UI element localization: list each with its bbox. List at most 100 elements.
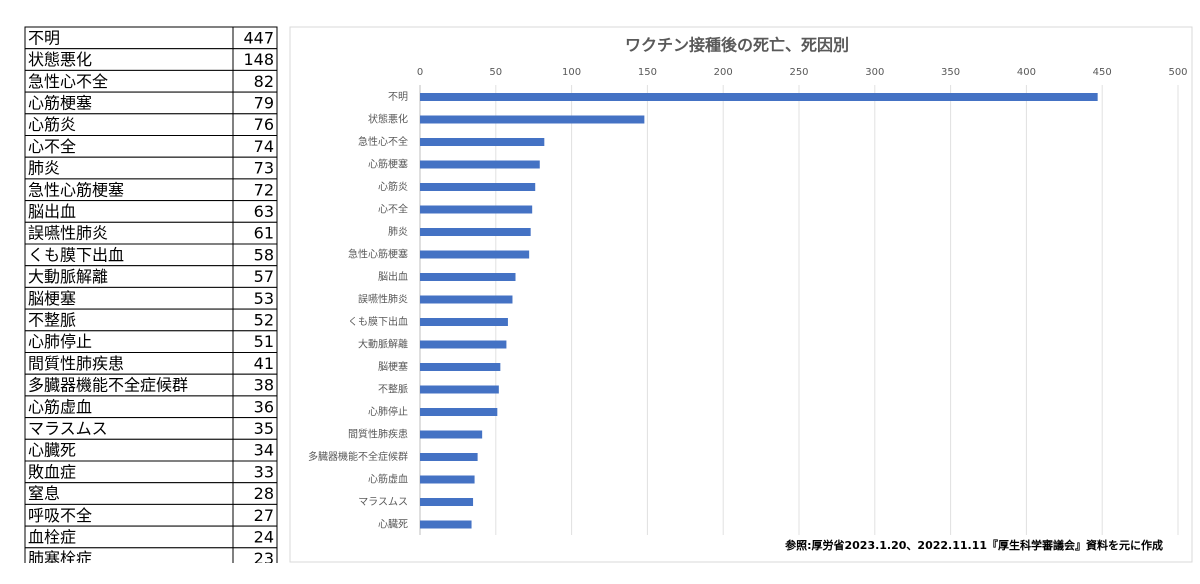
row-value: 33 — [254, 462, 274, 481]
row-name: 肺塞栓症 — [28, 549, 92, 568]
bar — [420, 295, 513, 304]
row-value: 23 — [254, 549, 274, 568]
bar — [420, 430, 483, 439]
table-row — [24, 482, 278, 505]
row-name: 心筋虚血 — [28, 397, 92, 416]
bar — [420, 205, 533, 214]
bar — [420, 93, 1098, 101]
x-tick-label: 0 — [417, 67, 423, 78]
y-tick-label: 誤嚥性肺炎 — [358, 293, 408, 306]
row-value: 57 — [254, 267, 274, 286]
x-tick-label: 300 — [865, 67, 884, 78]
y-tick-label: 心臓死 — [378, 519, 408, 531]
row-name: 不整脈 — [28, 310, 76, 329]
x-tick-label: 500 — [1168, 67, 1187, 78]
row-value: 38 — [254, 376, 274, 395]
x-tick-label: 100 — [562, 67, 581, 78]
row-name: 心筋梗塞 — [28, 93, 92, 112]
bar — [420, 498, 474, 506]
y-tick-label: 脳出血 — [378, 270, 408, 283]
row-name: 急性心筋梗塞 — [28, 180, 124, 199]
table-row — [24, 156, 278, 180]
y-tick-label: 多臓器機能不全症候群 — [308, 450, 408, 463]
y-tick-label: 心不全 — [378, 203, 408, 216]
row-value: 61 — [254, 224, 274, 243]
row-value: 51 — [254, 332, 274, 351]
bar — [420, 318, 508, 326]
row-name: 間質性肺疾患 — [28, 354, 124, 373]
row-name: 心臓死 — [28, 441, 76, 460]
y-tick-label: 急性心不全 — [358, 135, 408, 148]
row-value: 35 — [254, 419, 274, 438]
bar — [420, 520, 472, 529]
row-name: 心不全 — [28, 137, 76, 156]
row-value: 34 — [254, 441, 274, 460]
x-tick-label: 50 — [489, 67, 502, 78]
row-value: 27 — [254, 506, 274, 525]
y-tick-label: 脳梗塞 — [378, 360, 408, 373]
bar — [420, 228, 531, 236]
x-tick-label: 450 — [1093, 67, 1112, 78]
y-tick-label: 状態悪化 — [368, 113, 408, 126]
y-tick-label: 心肺停止 — [368, 405, 408, 418]
bar — [420, 183, 536, 191]
row-name: 心筋炎 — [28, 115, 76, 134]
bar — [420, 475, 475, 484]
row-value: 73 — [254, 159, 274, 178]
row-value: 148 — [243, 50, 274, 69]
row-name: 不明 — [28, 28, 60, 47]
row-name: 大動脈解離 — [28, 267, 108, 286]
row-name: 敗血症 — [28, 462, 76, 481]
bar — [420, 138, 545, 146]
y-tick-label: 心筋炎 — [378, 180, 408, 193]
row-name: 脳梗塞 — [28, 289, 76, 308]
row-name: 肺炎 — [28, 159, 60, 178]
bar — [420, 363, 501, 371]
row-value: 28 — [254, 484, 274, 503]
row-name: 呼吸不全 — [28, 506, 92, 525]
row-value: 63 — [254, 202, 274, 221]
y-tick-label: 肺炎 — [388, 226, 408, 238]
source-note: 参照:厚労省2023.1.20、2022.11.11『厚生科学審議会』資料を元に… — [785, 538, 1163, 552]
bar — [420, 340, 507, 349]
x-tick-label: 350 — [941, 67, 960, 78]
row-name: 急性心不全 — [28, 72, 108, 91]
row-name: くも膜下出血 — [28, 245, 124, 264]
y-tick-label: 間質性肺疾患 — [348, 428, 408, 441]
row-name: 血栓症 — [28, 527, 76, 546]
y-tick-label: 心筋虚血 — [368, 473, 408, 486]
x-tick-label: 150 — [638, 67, 657, 78]
bar — [420, 250, 530, 259]
row-value: 53 — [254, 289, 274, 308]
y-tick-label: くも膜下出血 — [348, 315, 408, 328]
row-name: 誤嚥性肺炎 — [28, 224, 108, 243]
chart-title: ワクチン接種後の死亡、死因別 — [625, 36, 849, 55]
bar — [420, 115, 645, 124]
row-value: 74 — [254, 137, 274, 156]
table: 不明 447 状態悪化 148 急性心不全 82 心筋梗塞 79 心筋炎 76 心不全 74 肺炎 73 急… — [24, 26, 278, 568]
row-value: 82 — [254, 72, 274, 91]
x-tick-label: 400 — [1017, 67, 1036, 78]
row-name: マラスムス — [28, 419, 108, 438]
x-tick-label: 250 — [789, 67, 808, 78]
table-row — [24, 547, 278, 563]
bar — [420, 160, 540, 169]
bar — [420, 273, 516, 281]
row-value: 76 — [254, 115, 274, 134]
row-name: 窒息 — [28, 484, 60, 503]
row-value: 447 — [243, 28, 274, 47]
bar — [420, 408, 498, 416]
y-tick-label: マラスムス — [358, 496, 408, 508]
row-name: 多臓器機能不全症候群 — [28, 376, 188, 395]
y-tick-label: 大動脈解離 — [358, 338, 408, 351]
row-value: 52 — [254, 310, 274, 329]
row-name: 脳出血 — [28, 202, 76, 221]
x-tick-label: 200 — [714, 67, 733, 78]
row-value: 72 — [254, 180, 274, 199]
row-value: 79 — [254, 93, 274, 112]
bar — [420, 385, 499, 394]
y-tick-label: 不整脈 — [378, 383, 408, 396]
y-tick-label: 心筋梗塞 — [368, 158, 408, 171]
row-value: 58 — [254, 245, 274, 264]
